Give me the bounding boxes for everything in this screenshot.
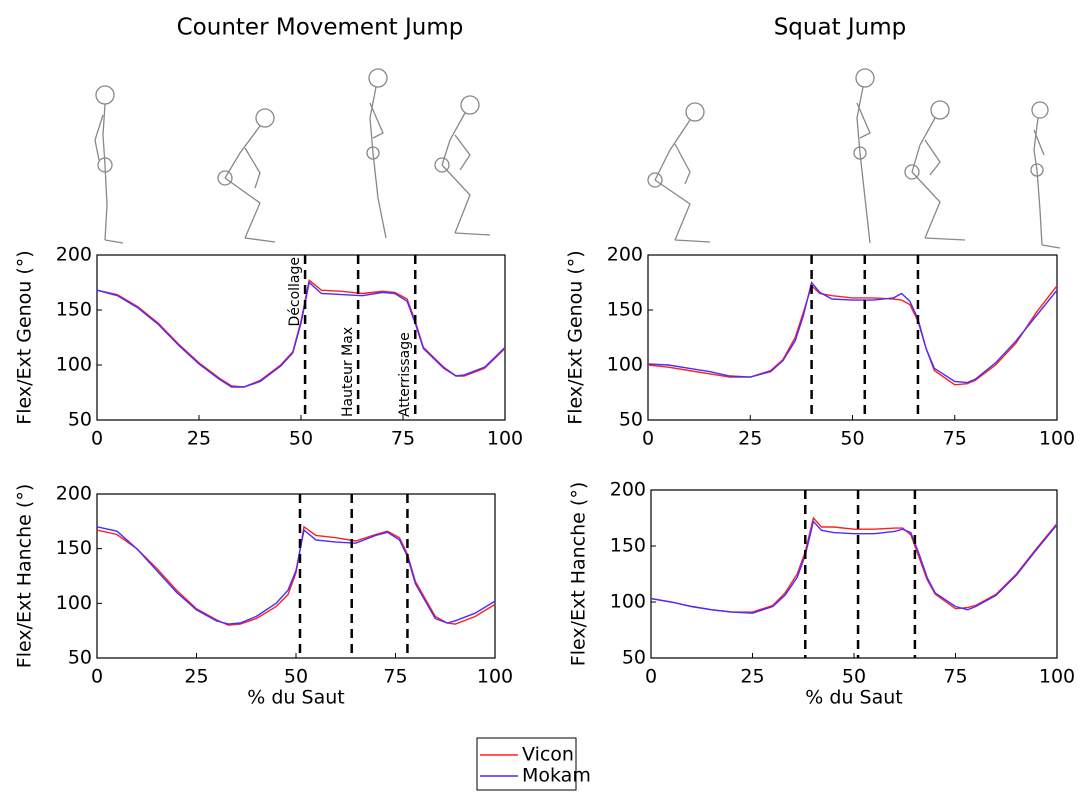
y-tick-label: 100 — [610, 591, 646, 613]
legend-label: Vicon — [522, 744, 574, 766]
x-tick-label: 75 — [391, 428, 415, 450]
x-tick-label: 0 — [645, 666, 657, 688]
x-tick-label: 50 — [840, 428, 864, 450]
x-tick-label: 25 — [184, 666, 208, 688]
x-tick-label: 25 — [740, 666, 764, 688]
y-tick-label: 150 — [56, 537, 92, 559]
x-tick-label: 0 — [91, 666, 103, 688]
plot-frame — [96, 493, 496, 659]
y-tick-label: 50 — [68, 647, 92, 669]
x-tick-label: 100 — [487, 428, 523, 450]
plot-frame — [650, 489, 1058, 659]
data-line — [647, 280, 1058, 384]
chart-title: Counter Movement Jump — [177, 15, 464, 41]
event-annotation: Hauteur Max — [340, 327, 356, 417]
legend-label: Mokam — [522, 765, 591, 787]
data-line — [96, 279, 506, 388]
data-line — [96, 526, 496, 625]
x-axis-label: % du Saut — [805, 687, 902, 709]
x-tick-label: 100 — [1039, 428, 1075, 450]
x-tick-label: 75 — [943, 428, 967, 450]
y-tick-label: 100 — [607, 354, 643, 376]
data-line — [96, 525, 496, 626]
data-line — [650, 519, 1058, 614]
x-tick-label: 50 — [842, 666, 866, 688]
data-line — [96, 281, 506, 388]
y-tick-label: 100 — [56, 592, 92, 614]
event-annotation: Décollage — [287, 257, 303, 327]
x-tick-label: 50 — [289, 428, 313, 450]
plot-frame — [647, 254, 1058, 421]
x-tick-label: 50 — [284, 666, 308, 688]
y-axis-label: Flex/Ext Genou (°) — [14, 250, 36, 424]
skeleton-illustrations — [94, 68, 1061, 249]
chart-title: Squat Jump — [774, 15, 907, 41]
x-tick-label: 0 — [91, 428, 103, 450]
x-tick-label: 0 — [642, 428, 654, 450]
event-annotation: Atterrissage — [397, 332, 413, 417]
legend: Vicon Mokam — [476, 737, 591, 791]
y-tick-label: 50 — [619, 409, 643, 431]
y-tick-label: 150 — [56, 299, 92, 321]
x-tick-label: 100 — [1039, 666, 1075, 688]
x-tick-label: 25 — [187, 428, 211, 450]
y-tick-label: 100 — [56, 354, 92, 376]
y-tick-label: 200 — [56, 244, 92, 266]
y-axis-label: Flex/Ext Hanche (°) — [568, 482, 590, 666]
data-line — [650, 516, 1058, 613]
x-axis-label: % du Saut — [247, 687, 344, 709]
y-tick-label: 50 — [622, 647, 646, 669]
y-axis-label: Flex/Ext Genou (°) — [565, 250, 587, 424]
legend-box — [476, 737, 577, 791]
x-tick-label: 75 — [943, 666, 967, 688]
y-tick-label: 150 — [610, 535, 646, 557]
y-tick-label: 50 — [68, 409, 92, 431]
y-tick-label: 200 — [56, 483, 92, 505]
y-tick-label: 200 — [607, 244, 643, 266]
x-tick-label: 100 — [477, 666, 513, 688]
x-tick-label: 75 — [383, 666, 407, 688]
y-axis-label: Flex/Ext Hanche (°) — [14, 484, 36, 668]
x-tick-label: 25 — [738, 428, 762, 450]
y-tick-label: 200 — [610, 479, 646, 501]
y-tick-label: 150 — [607, 299, 643, 321]
